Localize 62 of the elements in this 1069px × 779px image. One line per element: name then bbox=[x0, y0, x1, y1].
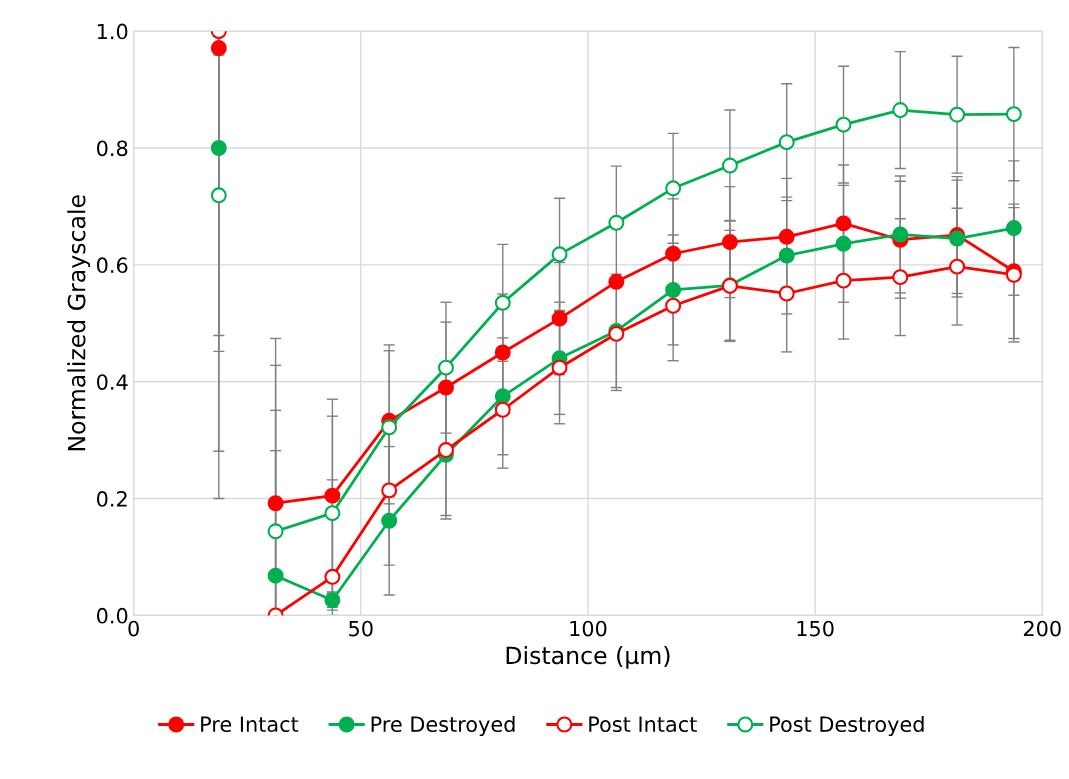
point bbox=[835, 235, 852, 252]
x-tick-label: 0 bbox=[128, 620, 139, 637]
point bbox=[665, 282, 682, 298]
point bbox=[324, 487, 341, 504]
x-tick-label: 100 bbox=[570, 620, 607, 637]
point bbox=[949, 258, 966, 275]
x-tick-label: 200 bbox=[1023, 620, 1061, 637]
point bbox=[835, 272, 852, 289]
point bbox=[551, 310, 568, 327]
point bbox=[665, 297, 682, 314]
point bbox=[892, 102, 909, 119]
point bbox=[1005, 220, 1022, 237]
point bbox=[551, 246, 568, 263]
point bbox=[551, 359, 568, 376]
x-axis-title: Distance (μm) bbox=[506, 645, 670, 669]
x-tick-label: 50 bbox=[349, 620, 373, 637]
y-tick-label: 0.2 bbox=[97, 491, 127, 507]
point bbox=[381, 512, 398, 529]
point bbox=[267, 523, 284, 540]
point bbox=[210, 140, 227, 156]
point bbox=[437, 442, 454, 459]
point bbox=[608, 214, 625, 231]
point bbox=[721, 234, 738, 251]
y-tick-label: 0.0 bbox=[97, 607, 128, 624]
point bbox=[949, 106, 966, 123]
point bbox=[778, 228, 795, 245]
point bbox=[665, 245, 682, 262]
point bbox=[437, 359, 454, 376]
point bbox=[494, 388, 511, 405]
legend-label: Pre Destroyed bbox=[371, 715, 515, 737]
y-tick-label: 0.8 bbox=[97, 140, 128, 157]
point bbox=[210, 40, 227, 57]
point bbox=[665, 180, 682, 197]
point bbox=[778, 134, 795, 151]
point bbox=[324, 568, 341, 585]
y-axis-title: Normalized Grayscale bbox=[67, 195, 91, 451]
point bbox=[892, 226, 909, 243]
point bbox=[778, 247, 795, 264]
point bbox=[210, 187, 227, 204]
point bbox=[267, 495, 284, 512]
legend-label: Post Intact bbox=[589, 716, 697, 733]
legend-label: Pre Intact bbox=[201, 716, 299, 733]
point bbox=[494, 401, 511, 418]
point bbox=[324, 505, 341, 522]
point bbox=[437, 379, 454, 396]
point bbox=[1005, 106, 1022, 123]
legend-label: Post Destroyed bbox=[770, 715, 924, 737]
point bbox=[381, 419, 398, 436]
y-tick-label: 0.6 bbox=[97, 257, 128, 274]
point bbox=[494, 344, 511, 361]
y-tick-label: 0.4 bbox=[97, 374, 128, 390]
y-tick-label: 1.0 bbox=[97, 23, 128, 40]
point bbox=[721, 157, 738, 174]
point bbox=[267, 567, 284, 584]
point bbox=[381, 482, 398, 499]
x-tick-label: 150 bbox=[797, 620, 834, 637]
point bbox=[494, 294, 511, 311]
point bbox=[892, 269, 909, 286]
point bbox=[778, 285, 795, 302]
point bbox=[835, 215, 852, 232]
point bbox=[608, 273, 625, 290]
point bbox=[835, 116, 852, 133]
